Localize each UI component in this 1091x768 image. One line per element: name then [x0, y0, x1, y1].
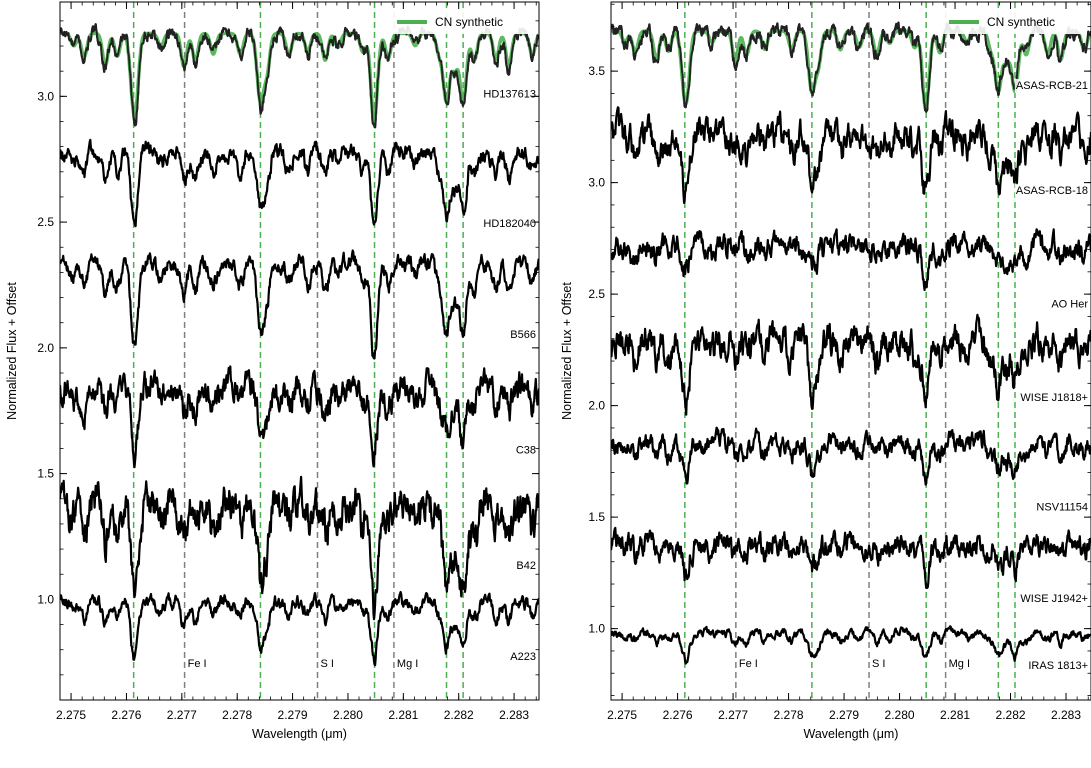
legend-label: CN synthetic [987, 15, 1055, 29]
star-label-a223: A223 [510, 651, 536, 663]
spectrum-iras-1813- [611, 625, 1091, 665]
star-label-iras-1813-: IRAS 1813+ [1028, 660, 1088, 672]
x-tick-label: 2.276 [111, 708, 141, 722]
x-tick-label: 2.280 [333, 708, 363, 722]
x-tick-label: 2.275 [56, 708, 86, 722]
star-label-b566: B566 [510, 329, 536, 341]
x-axis-label: Wavelength (μm) [804, 727, 899, 741]
y-axis-label: Normalized Flux + Offset [560, 282, 574, 420]
x-tick-label: 2.282 [444, 708, 474, 722]
star-label-asas-rcb-18: ASAS-RCB-18 [1016, 185, 1088, 197]
x-axis-label: Wavelength (μm) [252, 727, 347, 741]
spectrum-c38 [60, 365, 539, 469]
x-tick-label: 2.279 [278, 708, 308, 722]
atomic-line-label-fe-i: Fe I [739, 658, 758, 670]
x-tick-label: 2.277 [718, 708, 748, 722]
atomic-line-label-mg-i: Mg I [949, 658, 970, 670]
atomic-line-label-fe-i: Fe I [188, 658, 207, 670]
x-tick-label: 2.277 [167, 708, 197, 722]
atomic-line-label-mg-i: Mg I [397, 658, 418, 670]
x-tick-label: 2.276 [663, 708, 693, 722]
plot-frame [610, 1, 1091, 701]
x-tick-label: 2.278 [222, 708, 252, 722]
legend: CN synthetic [389, 10, 533, 34]
y-axis-label: Normalized Flux + Offset [5, 282, 19, 420]
y-tick-label: 1.0 [588, 622, 605, 636]
y-tick-label: 2.5 [588, 287, 605, 301]
y-tick-label: 2.0 [37, 341, 54, 355]
spectrum-top-overlay [60, 23, 539, 129]
y-tick-label: 1.5 [37, 467, 54, 481]
atomic-line-label-s-i: S I [320, 658, 333, 670]
x-tick-label: 2.281 [388, 708, 418, 722]
star-label-hd182040: HD182040 [483, 218, 536, 230]
star-label-wise-j1942-: WISE J1942+ [1020, 593, 1088, 605]
y-tick-label: 3.0 [37, 89, 54, 103]
y-tick-label: 3.5 [588, 64, 605, 78]
spectrum-wise-j1942- [611, 526, 1091, 590]
atomic-line-label-s-i: S I [872, 658, 885, 670]
spectrum-wise-j1818- [611, 313, 1091, 416]
star-label-ao-her: AO Her [1051, 299, 1088, 311]
plot-frame [59, 1, 540, 701]
y-tick-label: 1.0 [37, 592, 54, 606]
y-tick-label: 2.5 [37, 215, 54, 229]
spectrum-b42 [60, 475, 539, 621]
x-tick-label: 2.280 [885, 708, 915, 722]
star-label-c38: C38 [516, 444, 536, 456]
x-tick-label: 2.281 [940, 708, 970, 722]
x-tick-label: 2.278 [774, 708, 804, 722]
x-tick-label: 2.283 [1051, 708, 1081, 722]
spectrum-a223 [60, 590, 539, 667]
spectrum-top-overlay [611, 20, 1091, 113]
x-tick-label: 2.279 [829, 708, 859, 722]
y-tick-label: 2.0 [588, 399, 605, 413]
star-label-nsv11154: NSV11154 [1036, 501, 1088, 513]
spectrum-b566 [60, 249, 539, 360]
x-tick-label: 2.282 [996, 708, 1026, 722]
x-tick-label: 2.283 [499, 708, 529, 722]
star-label-b42: B42 [516, 560, 536, 572]
star-label-wise-j1818-: WISE J1818+ [1020, 392, 1088, 404]
star-label-asas-rcb-21: ASAS-RCB-21 [1016, 80, 1088, 92]
legend: CN synthetic [941, 10, 1085, 34]
spectrum-ao-her [611, 228, 1091, 291]
spectrum-nsv11154 [611, 426, 1091, 486]
spectrum-hd182040 [60, 138, 539, 228]
spectrum-asas-rcb-18 [611, 106, 1091, 204]
x-tick-label: 2.275 [607, 708, 637, 722]
star-label-hd137613: HD137613 [483, 89, 536, 101]
spectra-panel-1: Fe I S I Mg I HD137613 HD182040 B566 C38 B42 A22… [5, 1, 540, 741]
legend-label: CN synthetic [435, 15, 503, 29]
y-tick-label: 3.0 [588, 176, 605, 190]
y-tick-label: 1.5 [588, 510, 605, 524]
spectra-panel-2: Fe I S I Mg I ASAS-RCB-21 ASAS-RCB-18 AO Her W… [560, 1, 1091, 741]
